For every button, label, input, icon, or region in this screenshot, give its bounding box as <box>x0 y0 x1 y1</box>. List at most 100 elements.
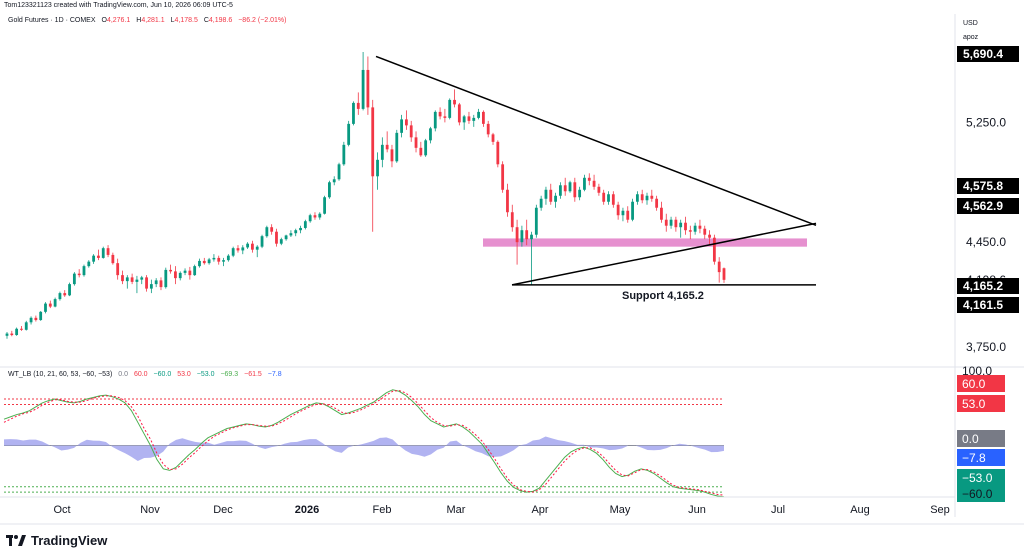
osc-label-bg <box>957 485 1005 502</box>
time-label: Nov <box>140 504 160 516</box>
candle <box>534 204 538 238</box>
candle <box>130 273 134 285</box>
candle <box>207 257 211 265</box>
candle <box>501 161 505 193</box>
candle-body <box>323 197 326 214</box>
candle <box>68 282 71 297</box>
candle <box>217 255 221 265</box>
candle-body <box>72 273 76 285</box>
candle <box>587 173 591 186</box>
candle-body <box>414 137 418 148</box>
candle <box>376 152 379 190</box>
candle-body <box>178 272 182 279</box>
candle <box>578 186 582 201</box>
candle-body <box>44 303 47 312</box>
candle <box>58 291 62 301</box>
candle <box>491 132 495 145</box>
candle <box>520 225 524 247</box>
candle-body <box>578 189 582 198</box>
candle <box>116 258 120 280</box>
candle-body <box>688 230 692 232</box>
candle <box>255 245 259 258</box>
candle <box>554 192 557 208</box>
candle-body <box>597 186 601 193</box>
candle <box>241 245 245 255</box>
scale-mode-label[interactable]: apoz <box>963 34 979 41</box>
candle-body <box>448 99 452 118</box>
candle <box>308 213 312 223</box>
candle <box>602 189 606 205</box>
candle-body <box>376 159 379 177</box>
candle-body <box>140 277 144 280</box>
candle-body <box>337 164 341 180</box>
candle <box>77 269 81 278</box>
candle-body <box>467 116 471 121</box>
candle-body <box>631 201 634 220</box>
candle <box>424 138 428 157</box>
price-label-text: 3,750.0 <box>966 340 1006 354</box>
oscillator-legend[interactable]: WT_LB (10, 21, 60, 53, −60, −53) 0.0 60.… <box>8 371 286 378</box>
candle <box>703 225 707 240</box>
candle-body <box>655 198 659 208</box>
osc-axis-label: 60.0 <box>957 375 1005 392</box>
candle-body <box>289 233 293 236</box>
candle <box>135 275 139 294</box>
candle-body <box>405 119 408 126</box>
candle <box>188 266 192 280</box>
candle-body <box>645 195 649 201</box>
candle-body <box>111 254 115 264</box>
price-label-text: 5,690.4 <box>963 47 1003 61</box>
candle <box>390 144 394 168</box>
candle <box>626 206 630 223</box>
candle <box>405 110 408 130</box>
candle-body <box>481 111 485 124</box>
candle-body <box>251 243 254 250</box>
candle-body <box>29 317 33 323</box>
osc-label-bg <box>957 430 1005 447</box>
symbol-legend[interactable]: Gold Futures · 1D · COMEX O4,276.1 H4,28… <box>8 17 286 24</box>
candle <box>395 129 399 163</box>
candle <box>645 192 649 205</box>
candle-body <box>332 179 336 183</box>
currency-label[interactable]: USD <box>963 20 978 27</box>
osc-label-bg <box>957 449 1005 466</box>
price-labels: 5,690.45,250.04,850.04,575.84,562.94,450… <box>957 46 1019 502</box>
candle-body <box>409 125 413 138</box>
osc-label-text: −60.0 <box>962 487 993 501</box>
close-value: 4,198.6 <box>208 17 233 24</box>
candle-body <box>698 225 702 229</box>
price-axis-label: 3,750.0 <box>966 340 1006 354</box>
price-axis-label: 4,161.5 <box>957 297 1019 313</box>
candle <box>616 201 620 220</box>
candle <box>419 141 423 157</box>
candle-body <box>626 210 630 220</box>
candle-body <box>284 235 288 240</box>
candle <box>448 98 452 120</box>
candle-body <box>395 132 399 162</box>
candle <box>640 189 644 204</box>
candle-body <box>568 182 572 192</box>
osc-label-bg <box>957 375 1005 392</box>
candle-body <box>125 277 129 282</box>
candle-body <box>635 194 639 202</box>
candle-body <box>92 255 96 262</box>
wt1-line <box>3 389 725 498</box>
candle <box>515 219 519 265</box>
candle <box>679 219 683 238</box>
candle-body <box>684 222 687 231</box>
candle-body <box>539 198 543 208</box>
candle <box>251 240 254 253</box>
candle-body <box>525 230 529 240</box>
candle <box>607 191 610 205</box>
candle <box>722 267 726 283</box>
candle-body <box>486 123 490 135</box>
candle <box>236 245 240 253</box>
candle <box>385 131 389 153</box>
osc-value-6: −69.3 <box>220 371 239 378</box>
tradingview-logo[interactable]: TradingView <box>6 533 107 548</box>
candle <box>198 258 201 268</box>
candle-body <box>717 261 721 273</box>
tradingview-logo-text: TradingView <box>31 533 108 548</box>
candle-body <box>602 192 606 202</box>
